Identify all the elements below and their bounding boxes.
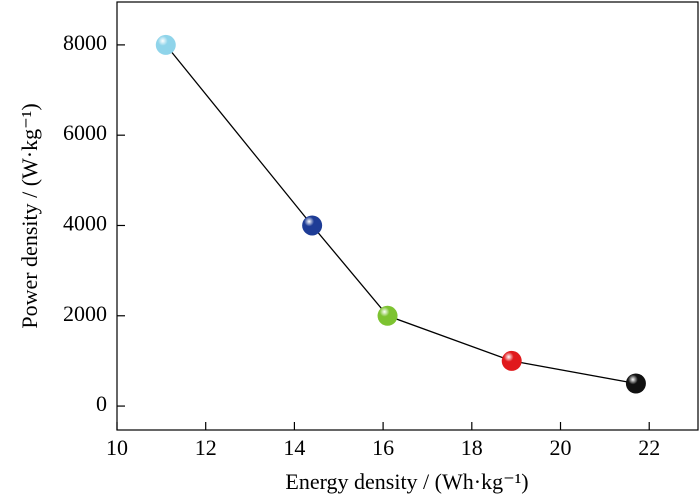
data-point bbox=[302, 215, 323, 236]
data-line bbox=[165, 44, 637, 385]
data-point bbox=[155, 34, 176, 55]
data-point bbox=[377, 305, 398, 326]
x-axis-label: Energy density / (Wh·kg⁻¹) bbox=[285, 469, 528, 494]
y-tick-label: 4000 bbox=[63, 211, 107, 236]
data-point bbox=[501, 350, 522, 371]
y-tick-label: 2000 bbox=[63, 301, 107, 326]
y-tick-label: 8000 bbox=[63, 30, 107, 55]
x-tick-label: 16 bbox=[372, 435, 394, 460]
x-tick-label: 10 bbox=[106, 435, 128, 460]
plot-frame bbox=[116, 1, 699, 431]
x-tick-label: 20 bbox=[550, 435, 572, 460]
x-tick-label: 18 bbox=[461, 435, 483, 460]
x-tick-label: 14 bbox=[283, 435, 305, 460]
data-point bbox=[625, 373, 646, 394]
x-tick-label: 22 bbox=[638, 435, 660, 460]
x-tick-label: 12 bbox=[195, 435, 217, 460]
y-tick-label: 0 bbox=[96, 391, 107, 416]
y-axis-label: Power density / (W·kg⁻¹) bbox=[17, 103, 42, 328]
y-tick-label: 6000 bbox=[63, 120, 107, 145]
